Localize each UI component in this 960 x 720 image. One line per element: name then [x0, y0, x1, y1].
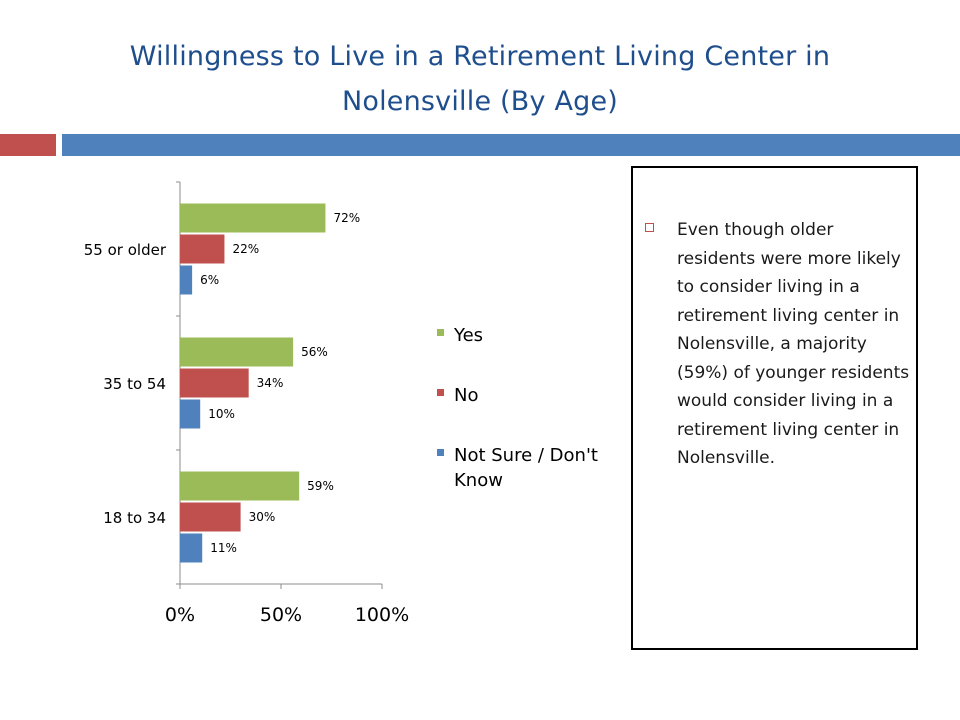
data-label: 72%	[333, 211, 360, 225]
accent-bar-left	[0, 134, 56, 156]
commentary-box: Even though older residents were more li…	[631, 166, 918, 650]
data-label: 59%	[307, 479, 334, 493]
bar-yes	[180, 471, 300, 501]
bar-yes	[180, 337, 294, 367]
slide-title-line2: Nolensville (By Age)	[341, 86, 619, 117]
bar-no	[180, 234, 225, 264]
x-tick-label: 50%	[260, 604, 302, 626]
square-bullet-icon	[645, 223, 654, 232]
accent-bar-right	[62, 134, 960, 156]
data-label: 11%	[210, 541, 237, 555]
x-tick-label: 100%	[355, 604, 409, 626]
legend-label-cont: Know	[454, 470, 503, 491]
legend-swatch	[437, 389, 444, 396]
bullet-item: Even though older residents were more li…	[645, 216, 915, 473]
slide-title-line1: Willingness to Live in a Retirement Livi…	[129, 41, 831, 72]
data-label: 10%	[208, 407, 235, 421]
data-label: 6%	[200, 273, 219, 287]
bullet-text: Even though older residents were more li…	[677, 220, 910, 468]
bar-yes	[180, 203, 326, 233]
category-label: 18 to 34	[103, 509, 166, 527]
legend-label: No	[454, 385, 478, 406]
bar-chart: 0% 50% 100% 55 or older 72% 22% 6% 35 to 54 56% 3…	[84, 181, 598, 626]
category-label: 35 to 54	[103, 375, 166, 393]
data-label: 56%	[301, 345, 328, 359]
data-label: 34%	[257, 376, 284, 390]
data-label: 30%	[249, 510, 276, 524]
category-label: 55 or older	[84, 241, 167, 259]
x-tick-label: 0%	[165, 604, 195, 626]
data-label: 22%	[232, 242, 259, 256]
legend-swatch	[437, 449, 444, 456]
bar-not-sure	[180, 399, 201, 429]
bar-no	[180, 368, 249, 398]
slide-title: Willingness to Live in a Retirement Livi…	[60, 34, 900, 124]
legend-label: Not Sure / Don't	[454, 445, 598, 466]
legend-swatch	[437, 329, 444, 336]
bar-not-sure	[180, 265, 193, 295]
bar-not-sure	[180, 533, 203, 563]
bar-no	[180, 502, 241, 532]
legend-label: Yes	[453, 325, 483, 346]
